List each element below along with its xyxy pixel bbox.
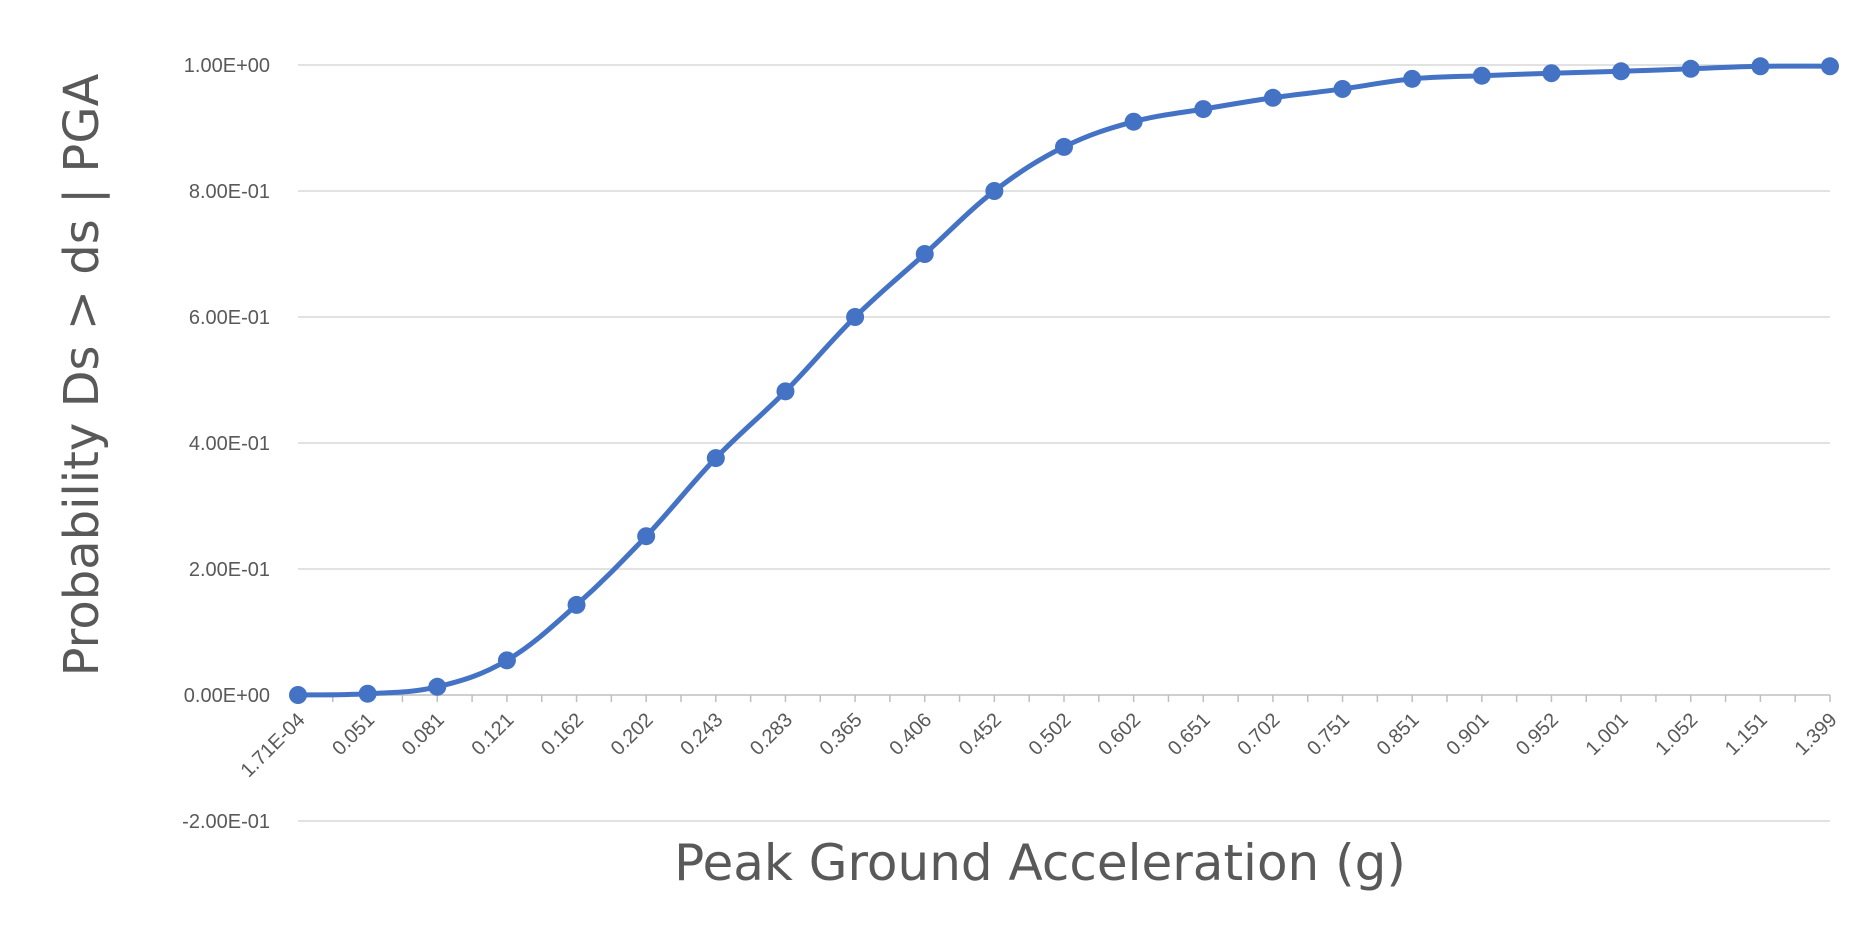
x-tick-label: 0.081 xyxy=(398,709,449,760)
data-point xyxy=(428,677,447,696)
data-point xyxy=(776,382,795,401)
x-tick-label: 1.001 xyxy=(1582,709,1633,760)
x-tick-label: 1.71E-04 xyxy=(237,709,310,782)
y-tick-label: 1.00E+00 xyxy=(184,55,270,77)
data-point xyxy=(567,595,586,614)
y-tick-label: 2.00E-01 xyxy=(189,559,270,581)
x-tick-label: 0.502 xyxy=(1025,709,1076,760)
x-tick-label: 0.851 xyxy=(1373,709,1424,760)
x-tick-label: 1.052 xyxy=(1651,709,1702,760)
y-tick-label: -2.00E-01 xyxy=(182,811,270,833)
x-tick-label: 1.399 xyxy=(1791,709,1842,760)
x-tick-label: 0.952 xyxy=(1512,709,1563,760)
x-tick-label: 0.901 xyxy=(1442,709,1493,760)
x-tick-label: 0.702 xyxy=(1233,709,1284,760)
x-tick-label: 0.283 xyxy=(746,709,797,760)
y-axis-title: Probability Ds > ds | PGA xyxy=(54,73,110,676)
x-tick-label: 0.406 xyxy=(885,709,936,760)
x-tick-label: 0.651 xyxy=(1164,709,1215,760)
data-point xyxy=(358,684,377,703)
data-point xyxy=(289,686,307,704)
x-axis xyxy=(297,694,1831,702)
gridlines xyxy=(298,64,1830,822)
x-tick-label: 0.243 xyxy=(676,709,727,760)
data-point xyxy=(1403,69,1422,88)
data-point xyxy=(1542,64,1561,83)
data-point xyxy=(706,449,725,468)
y-tick-label: 4.00E-01 xyxy=(189,433,270,455)
x-tick-label: 1.151 xyxy=(1721,709,1772,760)
x-axis-tick-labels: 1.71E-04 0.051 0.081 0.121 0.162 0.202 0.243 0.… xyxy=(237,709,1842,782)
data-point xyxy=(846,308,865,326)
series-line xyxy=(297,63,1831,698)
data-point xyxy=(1263,88,1282,107)
x-tick-label: 0.051 xyxy=(328,709,379,760)
data-point xyxy=(915,245,934,263)
data-point xyxy=(497,651,516,670)
data-point xyxy=(1333,79,1352,98)
data-point xyxy=(1751,57,1770,76)
y-tick-label: 8.00E-01 xyxy=(189,181,270,203)
x-tick-label: 0.751 xyxy=(1303,709,1354,760)
x-tick-label: 0.162 xyxy=(537,709,588,760)
x-tick-label: 0.365 xyxy=(816,709,867,760)
y-tick-label: 6.00E-01 xyxy=(189,307,270,329)
data-point xyxy=(1472,66,1491,85)
y-tick-label: 0.00E+00 xyxy=(184,685,270,707)
data-point xyxy=(1612,62,1631,81)
data-point xyxy=(637,527,656,546)
x-tick-label: 0.121 xyxy=(467,709,518,760)
x-tick-label: 0.452 xyxy=(955,709,1006,760)
series-group xyxy=(289,57,1839,704)
data-point xyxy=(1055,137,1073,156)
x-axis-title: Peak Ground Acceleration (g) xyxy=(674,834,1406,892)
x-tick-label: 0.202 xyxy=(607,709,658,760)
data-point xyxy=(1681,59,1700,78)
data-point xyxy=(1124,112,1143,131)
data-point xyxy=(1194,100,1213,119)
data-point xyxy=(985,182,1004,200)
x-tick-label: 0.602 xyxy=(1094,709,1145,760)
y-axis-tick-labels: -2.00E-01 0.00E+00 2.00E-01 4.00E-01 6.00E-0… xyxy=(182,55,270,833)
data-point xyxy=(1821,57,1839,76)
